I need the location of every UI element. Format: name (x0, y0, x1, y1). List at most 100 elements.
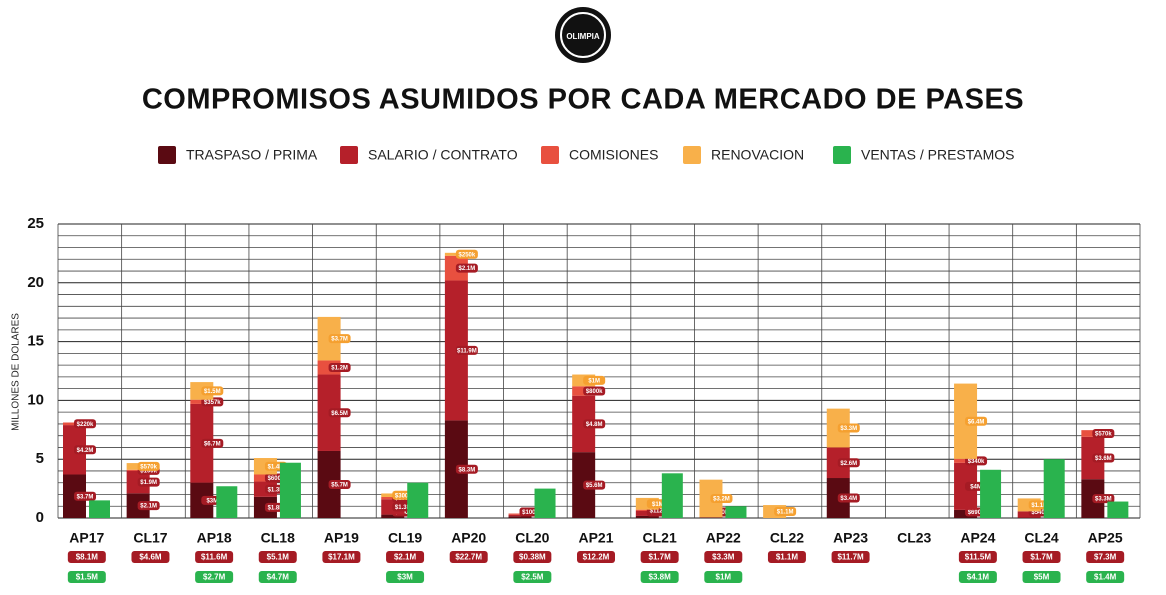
bar-segment (508, 514, 532, 517)
sales-label: $2.5M (521, 573, 544, 582)
segment-label: $1M (588, 378, 600, 384)
sales-label: $4.1M (967, 573, 990, 582)
segment-label-bg (74, 491, 96, 501)
segment-label: $1M (652, 502, 664, 508)
segment-label: $540k (1031, 510, 1048, 516)
total-label: $11.6M (201, 553, 228, 562)
segment-label-bg (137, 461, 160, 471)
total-label-bg (67, 551, 106, 563)
segment-label-bg (137, 501, 160, 511)
x-tick-label: AP22 (706, 530, 741, 546)
segment-label-bg (774, 507, 797, 517)
segment-label: $250k (459, 252, 476, 258)
x-tick-label: AP24 (960, 530, 995, 546)
total-label: $8.1M (76, 553, 99, 562)
segment-label: $3.4M (840, 496, 857, 502)
segment-label-bg (583, 419, 606, 429)
sales-label: $1M (716, 573, 732, 582)
sales-label: $3M (397, 573, 413, 582)
x-tick-label: AP25 (1088, 530, 1123, 546)
total-label-bg (1022, 551, 1061, 563)
x-tick-label: CL22 (770, 530, 804, 546)
segment-label-bg (1092, 429, 1115, 439)
legend-label: TRASPASO / PRIMA (186, 147, 318, 163)
segment-label: $100k (140, 468, 157, 474)
segment-label: $6.5M (331, 411, 348, 417)
sales-bar (980, 469, 1002, 518)
total-label-bg (258, 551, 297, 563)
segment-label-bg (710, 493, 733, 503)
total-label: $4.6M (139, 553, 162, 562)
legend-label: VENTAS / PRESTAMOS (861, 147, 1015, 163)
sales-bar (725, 506, 747, 518)
sales-bar (216, 486, 238, 518)
segment-label: $6.7M (204, 441, 221, 447)
segment-label-bg (74, 419, 96, 429)
x-tick-label: CL19 (388, 530, 422, 546)
segment-label: $112k (650, 508, 667, 514)
total-label-bg (195, 551, 234, 563)
total-label: $11.7M (837, 553, 864, 562)
total-label-bg (386, 551, 425, 563)
sales-bar (407, 482, 429, 518)
segment-label: $570k (140, 465, 157, 471)
legend-swatch (541, 146, 559, 164)
segment-label: $1.1M (1031, 503, 1048, 509)
segment-label: $8.3M (459, 467, 476, 473)
segment-label-bg (837, 423, 860, 433)
x-tick-label: AP20 (451, 530, 486, 546)
segment-label-bg (1092, 453, 1115, 463)
x-tick-label: CL23 (897, 530, 931, 546)
segment-label-bg (965, 416, 988, 426)
chart-title: COMPROMISOS ASUMIDOS POR CADA MERCADO DE… (142, 84, 1024, 116)
segment-label: $3.3M (840, 426, 857, 432)
legend-swatch (833, 146, 851, 164)
segment-label-bg (583, 386, 606, 396)
total-label: $17.1M (328, 553, 355, 562)
total-label: $7.3M (1094, 553, 1117, 562)
segment-label: $100k (522, 510, 539, 516)
segment-label-bg (455, 249, 478, 259)
segment-label: $4.2M (77, 448, 94, 454)
sales-label: $2.7M (203, 573, 226, 582)
segment-label: $3M (206, 498, 218, 504)
sales-label-bg (1022, 571, 1061, 583)
segment-label: $570k (1095, 432, 1112, 438)
segment-label: $5.7M (331, 483, 348, 489)
logo-text: OLIMPIA (566, 32, 600, 41)
sales-label: $3.8M (649, 573, 672, 582)
sales-label-bg (386, 571, 425, 583)
segment-label-bg (328, 479, 351, 489)
segment-label-bg (328, 334, 351, 344)
sales-bar (1043, 459, 1065, 518)
legend-label: SALARIO / CONTRATO (368, 147, 518, 163)
total-label: $5.1M (267, 553, 290, 562)
x-tick-label: AP19 (324, 530, 359, 546)
segment-label: $1.9M (140, 480, 157, 486)
segment-label: $3.7M (77, 494, 94, 500)
sales-bar (1107, 501, 1129, 518)
segment-label: $800k (586, 389, 603, 395)
total-label: $0.38M (519, 553, 546, 562)
y-tick-label: 0 (36, 509, 44, 526)
y-tick-label: 10 (27, 391, 44, 408)
segment-label-bg (837, 493, 860, 503)
x-tick-label: CL18 (261, 530, 295, 546)
segment-label-bg (583, 480, 606, 490)
x-tick-label: AP18 (197, 530, 232, 546)
sales-label: $4.7M (267, 573, 290, 582)
segment-label-bg (455, 464, 478, 474)
legend-label: COMISIONES (569, 147, 658, 163)
total-label-bg (767, 551, 806, 563)
segment-label: $1.3M (268, 487, 285, 493)
sales-label-bg (704, 571, 743, 583)
legend-label: RENOVACION (711, 147, 804, 163)
segment-label: $690k (968, 510, 985, 516)
sales-label-bg (67, 571, 106, 583)
x-tick-label: AP21 (578, 530, 613, 546)
sales-label: $1.4M (1094, 573, 1117, 582)
segment-label-bg (328, 408, 351, 418)
segment-label: $220k (77, 422, 94, 428)
segment-label: $6.4M (968, 419, 985, 425)
segment-label: $5.6M (586, 483, 603, 489)
